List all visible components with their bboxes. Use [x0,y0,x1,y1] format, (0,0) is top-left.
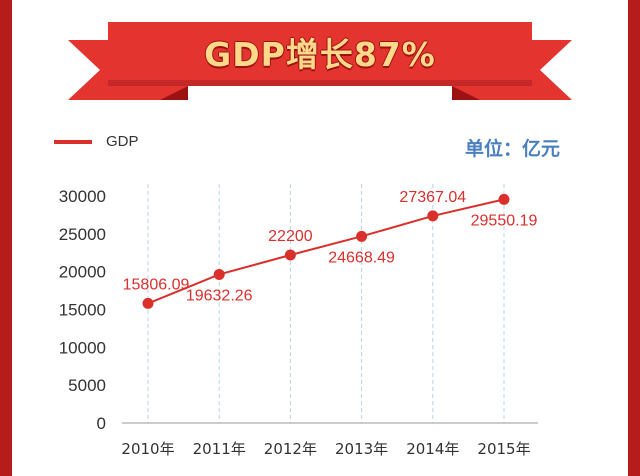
y-tick-label: 25000 [59,225,106,244]
legend-swatch [54,139,92,144]
banner-main-shadow [108,80,532,86]
banner-title: GDP增长87% [204,35,436,74]
data-point [284,249,296,261]
title-banner [68,22,572,100]
series-line-gdp [147,198,505,305]
data-label: 22200 [268,228,313,245]
legend-label: GDP [106,133,139,150]
unit-label: 单位：亿元 [464,138,560,160]
x-tick-label: 2012年 [264,440,317,458]
data-point [142,297,154,309]
data-point [213,268,225,280]
chart-legend: GDP [54,133,139,150]
banner-right-fold [452,86,480,100]
data-label: 24668.49 [328,249,395,266]
data-point [427,210,439,222]
x-tick-label: 2015年 [477,440,530,458]
x-tick-label: 2014年 [406,440,459,458]
y-tick-label: 20000 [59,263,106,282]
data-label: 15806.09 [123,276,190,293]
y-tick-label: 15000 [59,301,106,320]
frame-right-border [628,0,640,476]
data-label: 29550.19 [471,212,538,229]
y-tick-label: 10000 [59,338,106,357]
data-label: 27367.04 [399,189,466,206]
data-point [498,193,510,205]
banner-main [108,22,532,86]
x-tick-label: 2013年 [335,440,388,458]
banner-left-fold [160,86,188,100]
x-tick-label: 2010年 [121,440,174,458]
data-point [356,230,368,242]
frame-left-border [0,0,12,476]
x-tick-label: 2011年 [193,440,246,458]
y-tick-label: 5000 [68,376,106,395]
y-tick-label: 30000 [59,187,106,206]
data-label: 19632.26 [186,287,253,304]
y-tick-label: 0 [97,414,106,433]
